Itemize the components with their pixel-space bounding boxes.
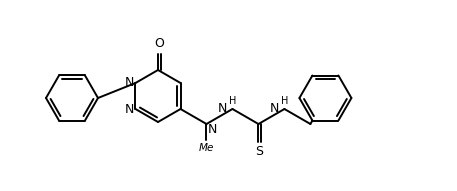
Text: O: O <box>154 37 164 50</box>
Text: S: S <box>255 145 263 158</box>
Text: N: N <box>125 75 134 88</box>
Text: Me: Me <box>199 143 214 153</box>
Text: N: N <box>207 123 217 136</box>
Text: N: N <box>125 103 134 116</box>
Text: N: N <box>218 101 228 114</box>
Text: H: H <box>281 96 288 106</box>
Text: N: N <box>270 101 279 114</box>
Text: H: H <box>229 96 236 106</box>
